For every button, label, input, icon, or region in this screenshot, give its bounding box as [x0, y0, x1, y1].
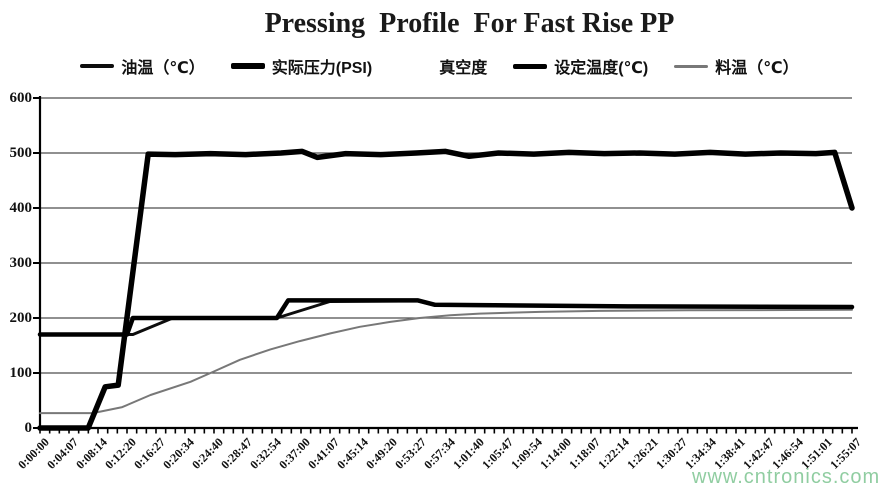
legend-label-material-temp: 料温（℃） — [715, 60, 799, 77]
legend-label-actual-pressure: 实际压力(PSI) — [271, 60, 373, 77]
chart-legend: 油温（℃） 实际压力(PSI) 真空度 设定温度(℃) 料温（℃） — [0, 54, 879, 78]
legend-item-vacuum: 真空度 — [398, 54, 487, 78]
legend-item-set-temp: 设定温度(℃) — [513, 54, 648, 78]
y-axis-label-600: 600 — [9, 90, 33, 106]
legend-line-sample-set-temp — [513, 63, 548, 69]
y-axis-label-0: 0 — [24, 420, 33, 436]
legend-line-sample-oil-temp — [80, 64, 115, 68]
legend-item-material-temp: 料温（℃） — [674, 54, 799, 78]
series-line-actual-pressure — [37, 148, 855, 431]
legend-label-set-temp: 设定温度(℃) — [554, 60, 649, 77]
y-axis-label-500: 500 — [9, 145, 33, 161]
y-axis-label-300: 300 — [9, 255, 33, 271]
legend-item-actual-pressure: 实际压力(PSI) — [230, 54, 373, 78]
chart-title: Pressing Profile For Fast Rise PP — [264, 8, 675, 39]
y-axis-label-400: 400 — [9, 200, 33, 216]
legend-line-sample-material-temp — [674, 64, 709, 68]
series-line-set-temp — [37, 298, 855, 337]
legend-item-oil-temp: 油温（℃） — [80, 54, 205, 78]
y-axis-label-200: 200 — [9, 310, 33, 326]
legend-label-vacuum: 真空度 — [439, 60, 488, 77]
series-line-material-temp — [39, 308, 853, 415]
legend-line-sample-vacuum — [398, 63, 433, 69]
legend-line-sample-actual-pressure — [230, 63, 265, 69]
legend-label-oil-temp: 油温（℃） — [121, 60, 205, 77]
y-axis-label-100: 100 — [9, 365, 33, 381]
watermark: www.cntronics.com — [692, 466, 879, 488]
